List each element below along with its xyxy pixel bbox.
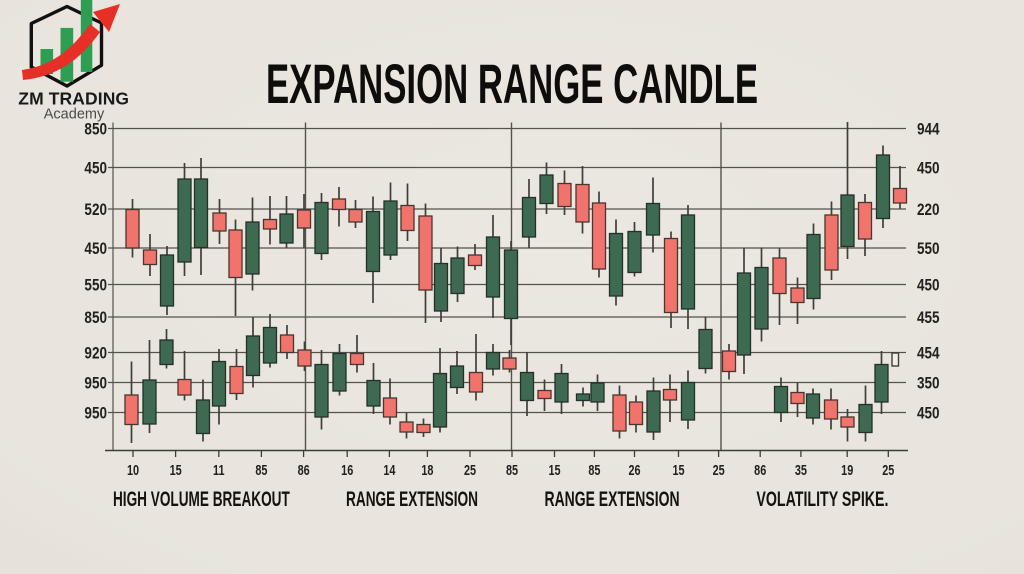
svg-text:450: 450 [917,404,940,423]
svg-text:550: 550 [917,240,940,259]
svg-text:950: 950 [84,404,107,423]
svg-text:450: 450 [84,240,107,259]
svg-text:Academy: Academy [44,107,105,123]
svg-text:15: 15 [548,461,560,478]
svg-text:850: 850 [84,309,107,328]
svg-text:950: 950 [84,374,107,393]
svg-text:25: 25 [882,461,894,478]
svg-text:85: 85 [255,461,267,478]
svg-text:450: 450 [84,159,107,178]
svg-text:85: 85 [588,461,600,478]
svg-text:520: 520 [84,201,107,220]
svg-text:14: 14 [383,461,396,478]
svg-text:16: 16 [341,461,353,478]
svg-text:944: 944 [917,120,940,139]
svg-text:11: 11 [213,461,224,478]
svg-text:35: 35 [795,461,807,478]
svg-text:10: 10 [127,461,139,478]
svg-text:450: 450 [917,159,940,178]
svg-text:RANGE EXTENSION: RANGE EXTENSION [544,487,679,511]
svg-text:86: 86 [298,461,310,478]
svg-text:25: 25 [713,461,725,478]
svg-text:86: 86 [754,461,766,478]
svg-text:920: 920 [84,344,107,363]
svg-text:450: 450 [917,276,940,295]
svg-text:EXPANSION RANGE CANDLE: EXPANSION RANGE CANDLE [266,53,758,115]
svg-text:454: 454 [917,344,940,363]
svg-text:19: 19 [841,461,853,478]
svg-text:HIGH VOLUME BREAKOUT: HIGH VOLUME BREAKOUT [113,487,290,511]
svg-text:VOLATILITY SPIKE.: VOLATILITY SPIKE. [756,487,888,511]
svg-text:15: 15 [170,461,182,478]
svg-text:RANGE EXTENSION: RANGE EXTENSION [346,487,478,511]
svg-text:85: 85 [506,461,518,478]
svg-text:455: 455 [917,309,940,328]
svg-text:26: 26 [628,461,640,478]
svg-text:850: 850 [84,120,107,139]
svg-text:350: 350 [917,374,940,393]
svg-text:25: 25 [464,461,476,478]
svg-text:18: 18 [421,461,433,478]
svg-text:ZM TRADING: ZM TRADING [18,88,129,108]
svg-text:550: 550 [84,276,107,295]
svg-text:220: 220 [917,201,940,220]
svg-text:15: 15 [672,461,684,478]
